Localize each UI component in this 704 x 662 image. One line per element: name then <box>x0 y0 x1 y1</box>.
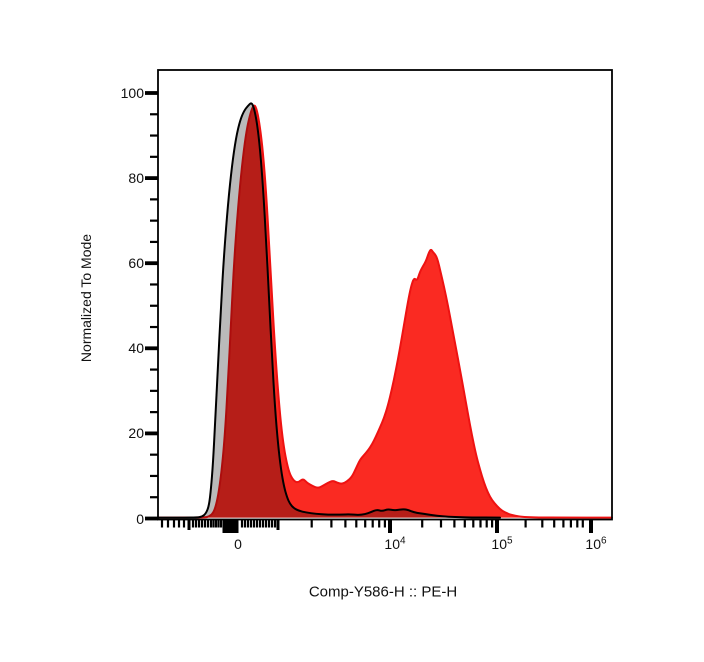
y-tick-label-20: 20 <box>128 425 144 442</box>
black-outline-histogram-fill <box>158 103 500 518</box>
x-tick-label-10^6: 106 <box>585 535 607 552</box>
y-tick-label-100: 100 <box>120 85 144 101</box>
x-tick-label-10^4: 104 <box>384 535 406 552</box>
y-tick-label-40: 40 <box>128 340 144 357</box>
black-outline-histogram-curve <box>157 102 501 519</box>
y-tick-label-0: 0 <box>136 510 144 527</box>
x-axis-title: Comp-Y586-H :: PE-H <box>308 583 458 601</box>
x-zero-tick-block <box>222 519 239 533</box>
y-tick-label-80: 80 <box>128 170 144 187</box>
x-tick-label-0: 0 <box>234 536 242 552</box>
x-tick-label-10^5: 105 <box>491 535 513 552</box>
y-tick-label-60: 60 <box>128 255 144 272</box>
red-filled-histogram-fill <box>158 105 612 518</box>
